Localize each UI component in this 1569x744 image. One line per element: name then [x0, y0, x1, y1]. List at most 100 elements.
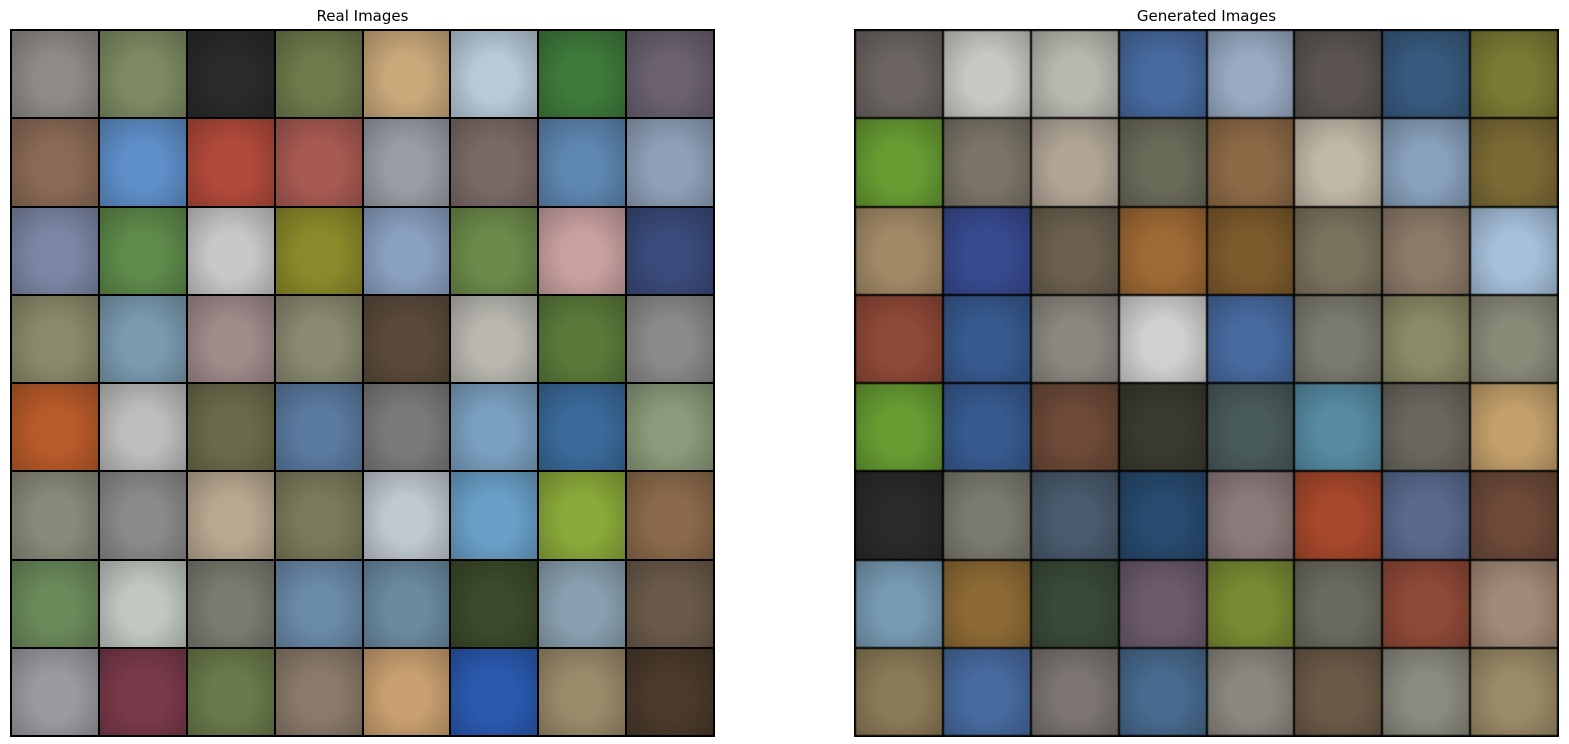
generated-image-tile — [1119, 295, 1206, 382]
real-image-tile — [539, 31, 626, 118]
real-image-tile — [539, 560, 626, 647]
real-image-tile — [12, 648, 98, 735]
real-image-tile — [627, 648, 713, 735]
real-image-tile — [451, 384, 538, 471]
generated-image-tile — [1119, 472, 1206, 559]
real-image-tile — [627, 472, 713, 559]
generated-image-tile — [1031, 648, 1118, 735]
generated-image-tile — [1119, 384, 1206, 471]
real-image-tile — [539, 119, 626, 206]
generated-image-tile — [1031, 295, 1118, 382]
generated-image-tile — [1119, 119, 1206, 206]
real-image-tile — [187, 31, 274, 118]
generated-image-tile — [1119, 560, 1206, 647]
real-image-tile — [363, 472, 450, 559]
generated-image-tile — [1471, 119, 1557, 206]
generated-image-tile — [1295, 207, 1382, 294]
generated-image-tile — [1383, 31, 1470, 118]
real-images-grid — [10, 29, 715, 737]
generated-image-tile — [1031, 384, 1118, 471]
generated-image-tile — [856, 648, 942, 735]
generated-image-tile — [1031, 560, 1118, 647]
generated-image-tile — [1031, 119, 1118, 206]
generated-image-tile — [1471, 31, 1557, 118]
real-image-tile — [275, 119, 362, 206]
real-image-tile — [99, 472, 186, 559]
generated-image-tile — [1383, 648, 1470, 735]
generated-image-tile — [1031, 31, 1118, 118]
generated-image-tile — [1471, 472, 1557, 559]
generated-image-tile — [1383, 119, 1470, 206]
real-image-tile — [187, 472, 274, 559]
real-image-tile — [12, 295, 98, 382]
generated-image-tile — [943, 207, 1030, 294]
real-image-tile — [539, 207, 626, 294]
generated-image-tile — [943, 560, 1030, 647]
real-image-tile — [187, 648, 274, 735]
real-image-tile — [12, 119, 98, 206]
generated-image-tile — [943, 384, 1030, 471]
generated-image-tile — [1295, 295, 1382, 382]
generated-image-tile — [1295, 472, 1382, 559]
real-image-tile — [363, 560, 450, 647]
real-image-tile — [451, 119, 538, 206]
generated-image-tile — [1295, 648, 1382, 735]
generated-image-tile — [1207, 295, 1294, 382]
real-image-tile — [187, 560, 274, 647]
generated-image-tile — [856, 295, 942, 382]
real-image-tile — [12, 560, 98, 647]
generated-image-tile — [856, 384, 942, 471]
real-image-tile — [99, 207, 186, 294]
generated-image-tile — [943, 648, 1030, 735]
real-image-tile — [275, 384, 362, 471]
generated-image-tile — [1207, 648, 1294, 735]
generated-image-tile — [1295, 31, 1382, 118]
generated-image-tile — [856, 119, 942, 206]
generated-images-grid — [854, 29, 1559, 737]
generated-image-tile — [1295, 119, 1382, 206]
real-image-tile — [539, 648, 626, 735]
generated-image-tile — [1119, 31, 1206, 118]
generated-image-tile — [1383, 560, 1470, 647]
real-image-tile — [187, 295, 274, 382]
real-image-tile — [275, 295, 362, 382]
real-image-tile — [275, 472, 362, 559]
real-image-tile — [363, 384, 450, 471]
generated-image-tile — [1383, 384, 1470, 471]
generated-image-tile — [943, 119, 1030, 206]
real-images-title: Real Images — [316, 7, 409, 25]
real-image-tile — [12, 384, 98, 471]
generated-image-tile — [1295, 384, 1382, 471]
real-image-tile — [539, 384, 626, 471]
real-image-tile — [187, 119, 274, 206]
generated-image-tile — [1207, 207, 1294, 294]
generated-image-tile — [943, 295, 1030, 382]
real-image-tile — [451, 295, 538, 382]
generated-image-tile — [1383, 472, 1470, 559]
real-image-tile — [187, 207, 274, 294]
real-image-tile — [99, 560, 186, 647]
generated-image-tile — [1471, 384, 1557, 471]
real-image-tile — [627, 31, 713, 118]
real-image-tile — [451, 31, 538, 118]
generated-image-tile — [1031, 207, 1118, 294]
generated-image-tile — [856, 207, 942, 294]
real-image-tile — [275, 648, 362, 735]
real-image-tile — [627, 384, 713, 471]
generated-image-tile — [1119, 648, 1206, 735]
real-image-tile — [627, 560, 713, 647]
generated-image-tile — [1207, 384, 1294, 471]
real-image-tile — [451, 472, 538, 559]
generated-image-tile — [1207, 472, 1294, 559]
generated-image-tile — [1119, 207, 1206, 294]
real-image-tile — [99, 384, 186, 471]
generated-image-tile — [1383, 207, 1470, 294]
real-image-tile — [363, 31, 450, 118]
generated-image-tile — [1031, 472, 1118, 559]
generated-image-tile — [856, 472, 942, 559]
real-image-tile — [363, 295, 450, 382]
real-image-tile — [99, 119, 186, 206]
real-image-tile — [99, 295, 186, 382]
real-image-tile — [627, 207, 713, 294]
real-image-tile — [275, 31, 362, 118]
